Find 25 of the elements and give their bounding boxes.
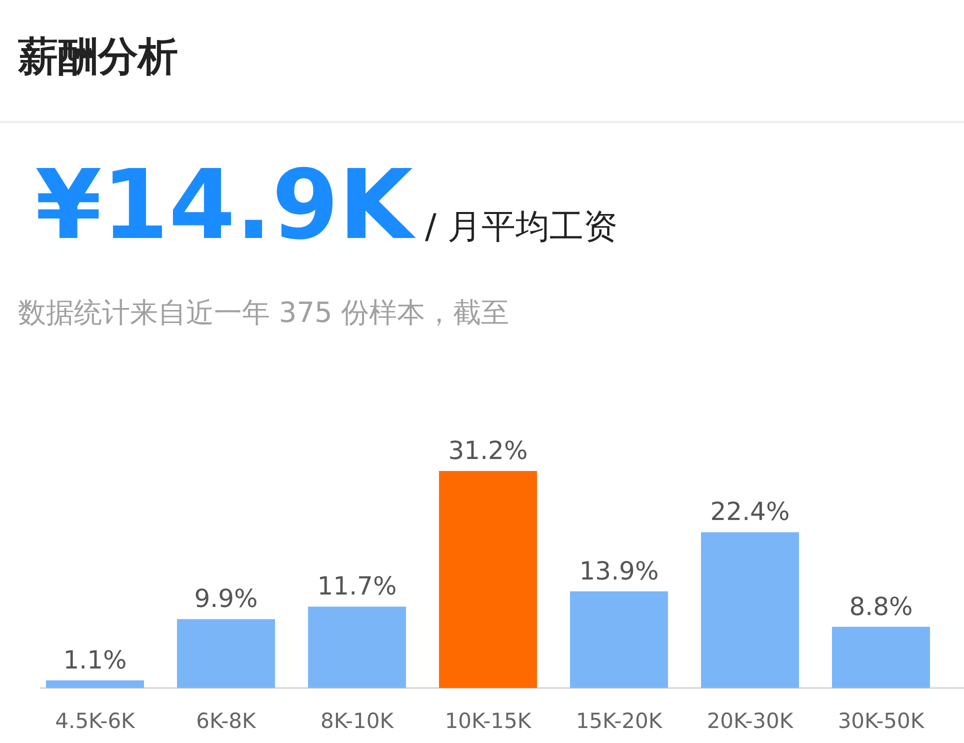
x-tick-label: 15K-20K	[576, 709, 664, 733]
bar	[439, 471, 537, 688]
bar	[308, 606, 406, 688]
data-label: 13.9%	[579, 556, 659, 586]
bar	[570, 591, 668, 688]
data-label: 11.7%	[317, 572, 397, 601]
bar	[832, 626, 930, 688]
text: 数据统计来自近一年 375 份样本，截至	[18, 296, 510, 329]
data-label: 31.2%	[448, 436, 528, 465]
x-tick-label: 4.5K-6K	[55, 709, 136, 733]
chart-title: 薪酬分析	[17, 34, 178, 80]
x-tick-label: 30K-50K	[838, 709, 926, 733]
x-tick-label: 6K-8K	[196, 709, 258, 733]
text: ¥14.9K	[35, 149, 417, 261]
x-tick-label: 20K-30K	[706, 709, 794, 733]
data-label: 9.9%	[194, 584, 258, 614]
data-label: 1.1%	[63, 645, 127, 674]
bar	[177, 619, 275, 688]
bar	[46, 680, 144, 688]
text: / 月平均工资	[425, 207, 618, 247]
data-label: 22.4%	[710, 497, 790, 526]
x-tick-label: 10K-15K	[444, 709, 532, 733]
x-tick-label: 8K-10K	[320, 709, 395, 733]
data-label: 8.8%	[849, 592, 913, 621]
bar	[701, 532, 799, 688]
